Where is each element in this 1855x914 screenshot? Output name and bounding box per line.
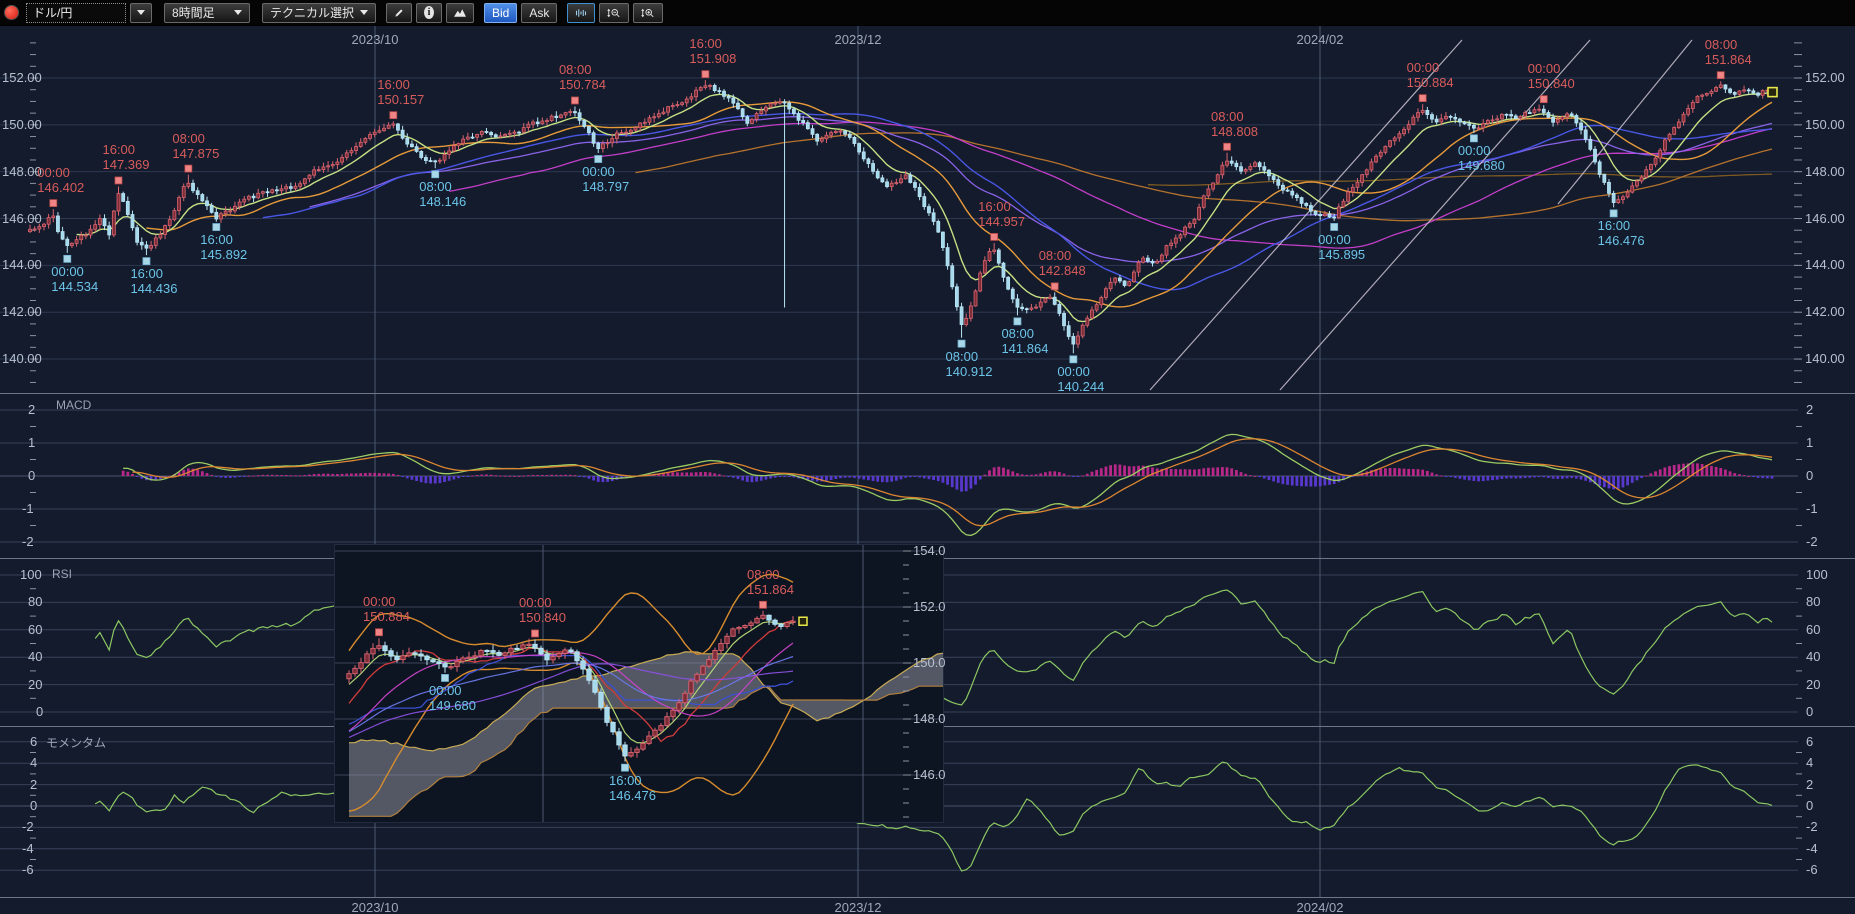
timeframe-label: 8時間足 — [172, 6, 215, 20]
draw-tool-button[interactable] — [386, 2, 413, 23]
symbol-dropdown-button[interactable] — [130, 2, 152, 23]
technical-label: テクニカル選択 — [270, 6, 355, 20]
chevron-down-icon — [360, 10, 369, 15]
toolbar: ドル/円 8時間足 テクニカル選択 i Bid Ask — [0, 0, 1855, 26]
technical-select-button[interactable]: テクニカル選択 — [262, 2, 377, 23]
mountain-icon — [454, 8, 467, 17]
oscillator-view-button[interactable] — [567, 2, 596, 23]
inset-zoom-chart-window[interactable]: 154.0 152.0 150.0 148.0 146.0 00:00 150.884 00:… — [334, 543, 950, 823]
info-button[interactable]: i — [416, 2, 443, 23]
zoom-in-button[interactable] — [633, 2, 664, 23]
ask-toggle-button[interactable]: Ask — [521, 2, 558, 23]
bid-label: Bid — [492, 5, 510, 20]
pencil-icon — [395, 8, 403, 17]
zoom-out-icon — [607, 8, 620, 17]
chevron-down-icon — [137, 10, 145, 15]
timeframe-select[interactable]: 8時間足 — [164, 2, 250, 23]
zoom-out-button[interactable] — [599, 2, 630, 23]
bid-toggle-button[interactable]: Bid — [484, 2, 518, 23]
chart-area[interactable]: MACD RSI モメンタム 152.00 152.00 150.00 150.00 1… — [0, 26, 1855, 914]
chart-canvas[interactable] — [0, 26, 1855, 914]
info-icon: i — [424, 6, 435, 19]
ask-label: Ask — [529, 5, 550, 20]
symbol-label: ドル/円 — [33, 6, 73, 20]
chart-style-button[interactable] — [446, 2, 475, 23]
record-icon — [4, 5, 19, 20]
symbol-select[interactable]: ドル/円 — [26, 2, 126, 23]
inset-chart-canvas — [335, 545, 950, 822]
waveform-icon — [576, 8, 587, 17]
zoom-in-icon — [641, 8, 654, 17]
chevron-down-icon — [234, 10, 242, 15]
